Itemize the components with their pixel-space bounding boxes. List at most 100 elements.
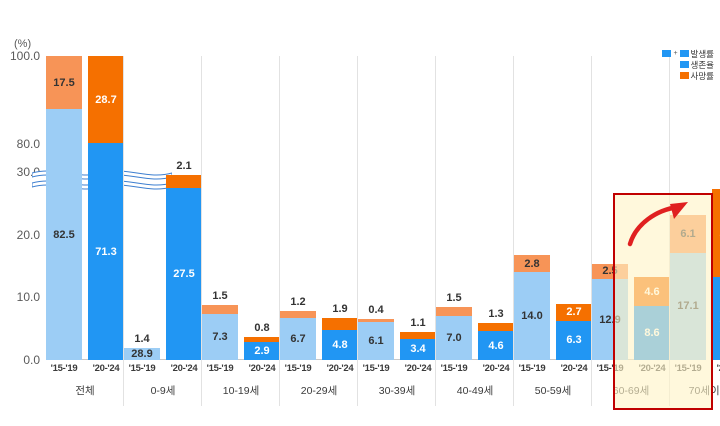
- bar-segment-mortality: 1.9: [322, 303, 358, 330]
- bar-value-label-mortality: 1.1: [410, 316, 426, 329]
- x-axis-category-label: 60-69세: [612, 385, 650, 397]
- x-axis-period-label: '15-'19: [206, 363, 234, 374]
- x-axis-category-label: 50-59세: [534, 385, 572, 397]
- bar-group: 1.5 7.3 0.8 2.9: [202, 56, 280, 404]
- bar-segment-mortality: 2.7: [556, 303, 592, 321]
- y-axis-tick: 20.0: [16, 227, 40, 242]
- x-axis-category-label: 10-19세: [222, 385, 260, 397]
- y-axis-tick: 30.0: [16, 165, 40, 179]
- stacked-bar[interactable]: 1.3 4.6: [478, 308, 514, 360]
- x-axis-period-label: '20-'24: [560, 363, 588, 374]
- bar-segment-mortality: 14.1: [712, 188, 720, 278]
- bar-segment-mortality: 6.1: [670, 214, 706, 253]
- stacked-bar[interactable]: 28.7 71.3: [88, 56, 124, 360]
- bar-group: 2.5 12.9 4.6 8.6: [592, 56, 670, 404]
- x-axis-group: '15-'19 '20-'24 10-19세: [202, 360, 280, 412]
- x-axis-period-label: '20-'24: [482, 363, 510, 374]
- x-axis-group: '15-'19 '20-'24 50-59세: [514, 360, 592, 412]
- plot-area: 17.5 82.5 28.7 71.3 1.4 28.9 2.1 27.5 1.5 7.3 0.8 2…: [32, 56, 720, 404]
- bar-segment-mortality: 0.4: [358, 304, 394, 322]
- stacked-bar[interactable]: 1.4 28.9: [124, 333, 160, 360]
- stacked-bar[interactable]: 0.8 2.9: [244, 322, 280, 360]
- legend-item[interactable]: 생존율: [636, 59, 714, 70]
- bar-group: 0.4 6.1 1.1 3.4: [358, 56, 436, 404]
- x-axis-period-label: '15-'19: [50, 363, 78, 374]
- x-axis-period-label: '15-'19: [596, 363, 624, 374]
- stacked-bar[interactable]: 1.1 3.4: [400, 317, 436, 360]
- stacked-bar[interactable]: 4.6 8.6: [634, 277, 670, 360]
- stacked-bar[interactable]: 17.5 82.5: [46, 56, 82, 360]
- bar-segment-survival: 8.6: [634, 306, 670, 360]
- legend-item[interactable]: 사망률: [636, 70, 714, 81]
- x-axis-period-label: '15-'19: [284, 363, 312, 374]
- stacked-bar[interactable]: 0.4 6.1: [358, 304, 394, 360]
- legend-plus-sign: +: [673, 50, 678, 57]
- bar-group: 1.2 6.7 1.9 4.8: [280, 56, 358, 404]
- x-axis-group: '15-'19 '20-'24 20-29세: [280, 360, 358, 412]
- legend-label: 발생률: [690, 48, 714, 59]
- legend-swatch-survival: [679, 61, 689, 68]
- bar-segment-mortality: 2.8: [514, 254, 550, 273]
- x-axis-period-label: '15-'19: [518, 363, 546, 374]
- stacked-bar[interactable]: 2.5 12.9: [592, 263, 628, 360]
- x-axis-period-label: '15-'19: [674, 363, 702, 374]
- legend-item[interactable]: + 발생률: [636, 48, 714, 59]
- stacked-bar[interactable]: 1.5 7.0: [436, 292, 472, 360]
- y-axis-tick: 80.0: [16, 137, 40, 151]
- x-axis-category-label: 20-29세: [300, 385, 338, 397]
- legend-swatch-mortality: [679, 50, 689, 57]
- bar-segment-mortality: 0.8: [244, 322, 280, 342]
- legend-swatch-survival: [662, 50, 672, 57]
- x-axis: '15-'19'20-'24 전체 '15-'19'20-'24 0-9세 '15-'1…: [46, 360, 720, 412]
- y-axis: 100.0 80.0 30.0 20.0 10.0 0.0: [0, 0, 44, 426]
- legend-label: 생존율: [690, 59, 714, 70]
- stacked-bar[interactable]: 2.1 27.5: [166, 160, 202, 360]
- bar-value-label-mortality: 1.5: [212, 289, 228, 302]
- bar-segment-survival: 71.3: [88, 143, 124, 360]
- x-axis-period-label: '20-'24: [170, 363, 198, 374]
- bar-segment-survival: 13.2: [712, 277, 720, 360]
- y-axis-tick: 10.0: [16, 290, 40, 305]
- bar-segment-mortality: 1.3: [478, 308, 514, 332]
- x-axis-group: '15-'19 '20-'24 전체: [46, 360, 124, 412]
- bar-segment-survival: 17.1: [670, 252, 706, 360]
- x-axis-period-label: '15-'19: [362, 363, 390, 374]
- x-axis-category-label: 40-49세: [456, 385, 494, 397]
- stacked-bar[interactable]: 6.1 17.1: [670, 214, 706, 360]
- bar-value-label-mortality: 0.8: [254, 321, 270, 334]
- bar-segment-mortality: 4.6: [634, 277, 670, 307]
- x-axis-period-label: '15-'19: [128, 363, 156, 374]
- x-axis-category-label: 70세이상: [688, 385, 720, 397]
- stacked-bar[interactable]: 2.8 14.0: [514, 254, 550, 360]
- legend-label: 사망률: [690, 70, 714, 81]
- x-axis-category-label: 0-9세: [150, 385, 176, 397]
- bar-value-label-mortality: 0.4: [368, 304, 384, 317]
- bar-segment-survival: 7.3: [202, 314, 238, 360]
- stacked-bar[interactable]: 1.5 7.3: [202, 290, 238, 360]
- bar-groups: 17.5 82.5 28.7 71.3 1.4 28.9 2.1 27.5 1.5 7.3 0.8 2…: [46, 56, 720, 404]
- stacked-bar[interactable]: 14.113.2: [712, 188, 720, 360]
- bar-segment-survival: 7.0: [436, 316, 472, 360]
- x-axis-group: '15-'19 '20-'24 40-49세: [436, 360, 514, 412]
- x-axis-period-label: '20-'24: [716, 363, 720, 374]
- x-axis-group: '15-'19 '20-'24 0-9세: [124, 360, 202, 412]
- bar-value-label-mortality: 2.1: [176, 159, 192, 172]
- bar-segment-survival: 28.9: [124, 348, 160, 360]
- stacked-bar[interactable]: 1.9 4.8: [322, 303, 358, 360]
- x-axis-category-label: 전체: [75, 385, 95, 397]
- bar-value-label-mortality: 1.9: [332, 303, 348, 316]
- bar-segment-mortality: 1.1: [400, 317, 436, 339]
- legend-swatch-mortality: [679, 72, 689, 79]
- x-axis-period-label: '20-'24: [404, 363, 432, 374]
- bar-value-label-mortality: 1.2: [290, 295, 306, 308]
- bar-segment-mortality: 1.5: [202, 290, 238, 315]
- x-axis-period-label: '20-'24: [638, 363, 666, 374]
- x-axis-group: '15-'19 '20-'24 30-39세: [358, 360, 436, 412]
- stacked-bar[interactable]: 1.2 6.7: [280, 296, 316, 360]
- bar-segment-mortality: 2.1: [166, 160, 202, 188]
- y-axis-tick: 100.0: [9, 49, 40, 63]
- legend: + 발생률 생존율 사망률: [636, 48, 714, 81]
- bar-segment-mortality: 1.2: [280, 296, 316, 319]
- stacked-bar[interactable]: 2.7 6.3: [556, 303, 592, 360]
